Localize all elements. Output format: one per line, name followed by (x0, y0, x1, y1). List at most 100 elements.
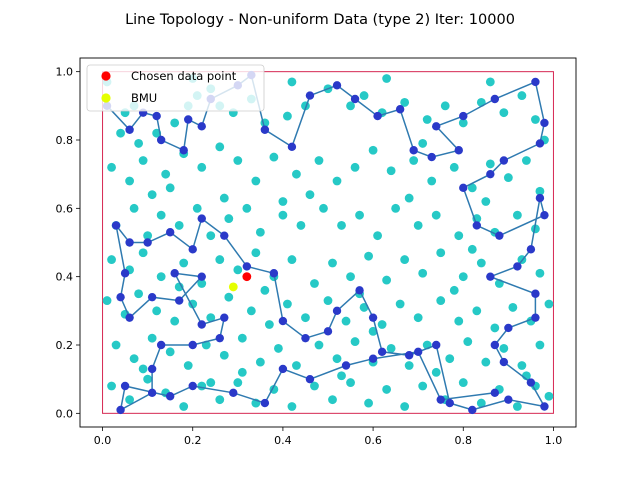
data-point (278, 197, 288, 206)
y-tick-label: 0.0 (56, 407, 74, 420)
neuron-point (368, 354, 378, 363)
neuron-point (468, 405, 477, 415)
neuron-point (404, 351, 414, 360)
neuron-point (535, 193, 545, 203)
data-point (364, 398, 373, 408)
data-point (287, 77, 297, 87)
neuron-point (526, 245, 536, 254)
neuron-point (332, 81, 342, 90)
neuron-point (350, 94, 360, 104)
data-point (476, 398, 486, 408)
data-point (368, 326, 378, 336)
neuron-point (229, 388, 238, 398)
data-point (242, 203, 252, 213)
data-point (512, 402, 522, 411)
data-point (350, 337, 360, 346)
data-point (476, 258, 486, 268)
data-point (206, 231, 216, 241)
data-point (418, 381, 428, 391)
data-point (224, 214, 234, 223)
data-point (147, 190, 157, 200)
neuron-point (436, 395, 445, 404)
neuron-point (215, 333, 224, 343)
data-point (179, 258, 189, 268)
data-point (373, 231, 382, 241)
neuron-point (432, 340, 441, 350)
data-point (301, 313, 310, 323)
data-point (147, 333, 157, 343)
neuron-point (242, 262, 252, 271)
data-point (102, 296, 112, 305)
data-point (138, 248, 148, 258)
neuron-point (197, 122, 206, 131)
neuron-point (413, 347, 423, 357)
data-point (449, 285, 459, 295)
neuron-point (472, 221, 481, 230)
neuron-point (341, 361, 351, 370)
neuron-point (120, 269, 130, 278)
data-point (251, 176, 261, 186)
data-point (310, 279, 319, 288)
x-tick-label: 0.4 (274, 434, 292, 447)
x-tick-label: 1.0 (545, 434, 563, 447)
data-point (467, 244, 477, 254)
data-point (165, 347, 175, 357)
neuron-point (197, 272, 206, 281)
data-point (111, 340, 121, 350)
data-point (138, 364, 148, 374)
data-point (413, 313, 423, 323)
data-point (264, 320, 274, 329)
neuron-point (540, 402, 549, 411)
bmu-point (228, 282, 238, 292)
data-point (296, 221, 306, 230)
data-point (454, 231, 464, 241)
data-point (310, 381, 319, 391)
neuron-point (287, 142, 297, 152)
data-point (107, 381, 116, 391)
data-point (458, 378, 468, 387)
data-point (161, 169, 171, 179)
neuron-point (513, 262, 522, 271)
data-point (382, 385, 392, 394)
neuron-point (147, 292, 157, 302)
neuron-point (445, 398, 454, 408)
data-point (283, 299, 292, 309)
neuron-point (490, 388, 500, 398)
data-point (531, 115, 540, 124)
data-point (156, 272, 166, 282)
data-point (368, 145, 378, 155)
data-point (323, 296, 333, 305)
data-point (440, 101, 450, 111)
neuron-point (152, 111, 161, 121)
data-point (170, 118, 180, 128)
neuron-point (504, 395, 513, 404)
data-point (287, 402, 297, 411)
data-point (485, 77, 495, 87)
data-point (197, 162, 207, 172)
neuron-point (499, 357, 509, 367)
neuron-point (535, 139, 545, 148)
data-point (143, 374, 153, 384)
neuron-point (368, 313, 378, 322)
topology-line (106, 73, 546, 412)
data-point (328, 258, 337, 268)
neuron-point (504, 323, 513, 333)
neuron-point (260, 398, 270, 408)
neuron-point (156, 135, 166, 145)
legend-label: Chosen data point (131, 69, 237, 83)
neuron-point (332, 306, 342, 316)
data-point (431, 210, 441, 220)
data-point (341, 316, 351, 326)
data-point (355, 210, 364, 220)
data-point (233, 265, 243, 275)
data-point (544, 299, 554, 309)
legend-marker (101, 93, 111, 103)
data-point (233, 378, 243, 387)
neuron-point (395, 105, 405, 114)
neuron-point (165, 228, 175, 237)
data-point (400, 402, 410, 411)
boundary-rect (102, 71, 554, 414)
data-point (508, 303, 518, 312)
data-point (404, 361, 414, 370)
data-point (454, 316, 464, 326)
